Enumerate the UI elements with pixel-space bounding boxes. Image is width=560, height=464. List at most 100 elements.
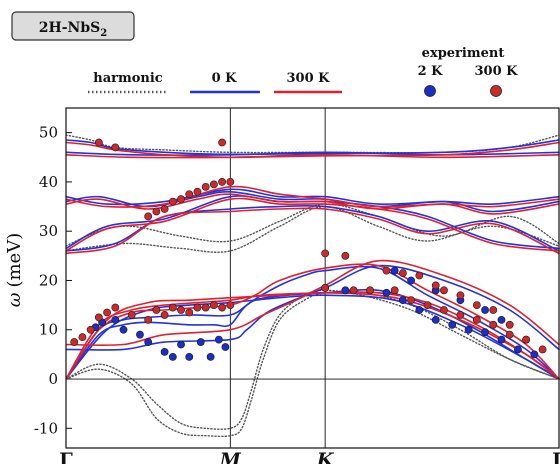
experiment-point-300k — [152, 306, 161, 314]
experiment-point-2k — [221, 343, 230, 351]
experiment-point-300k — [349, 286, 358, 295]
series-0-k — [66, 139, 560, 380]
experiment-point-2k — [530, 350, 539, 359]
experiment-point-300k — [209, 180, 218, 189]
experiment-point-2k — [196, 338, 205, 346]
high-symmetry-label: Γ — [552, 449, 560, 464]
experiment-point-300k — [415, 271, 424, 280]
experiment-point-300k — [321, 283, 330, 292]
y-tick-label: 40 — [39, 173, 58, 191]
experiment-point-2k — [160, 348, 169, 356]
dispersion-branch — [66, 259, 560, 347]
experiment-point-300k — [456, 311, 465, 319]
experiment-point-2k — [177, 340, 185, 349]
experiment-point-300k — [218, 303, 227, 312]
experiment-point-300k — [341, 251, 350, 260]
y-tick-label: 50 — [39, 124, 58, 142]
experiment-point-2k — [185, 352, 194, 361]
dispersion-branch — [66, 207, 560, 255]
y-tick-label: 30 — [39, 222, 58, 240]
experiment-point-2k — [144, 338, 153, 346]
experiment-point-2k — [206, 352, 215, 361]
experiment-point-300k — [168, 197, 177, 206]
y-ticks: -10 0 10 20 30 40 50 — [34, 124, 72, 437]
experiment-point-300k — [201, 182, 210, 191]
experiment-point-2k — [111, 315, 120, 324]
dispersion-branch — [66, 291, 560, 380]
dispersion-branch — [66, 141, 560, 159]
experiment-point-300k — [78, 333, 87, 342]
dispersion-branch — [66, 264, 560, 351]
legend-experiment-title: experiment — [422, 46, 505, 61]
experiment-point-2k — [168, 352, 177, 361]
experiment-point-300k — [440, 286, 448, 295]
experiment-point-300k — [160, 205, 169, 213]
experiment-point-300k — [489, 320, 498, 329]
experiment-point-300k — [398, 269, 407, 277]
experiment-point-2k — [464, 325, 473, 334]
dispersion-branch — [66, 185, 560, 208]
dispersion-branch — [66, 288, 560, 380]
dispersion-branch — [66, 197, 560, 252]
legend-label-300k: 300 K — [287, 71, 331, 86]
experiment-point-300k — [144, 212, 153, 221]
legend: harmonic 0 K 300 K experiment 2 K 300 K — [88, 46, 518, 97]
experiment-point-300k — [382, 266, 391, 275]
experiment-point-300k — [440, 306, 448, 314]
experiment-point-2k — [481, 328, 489, 337]
legend-label-0k: 0 K — [212, 71, 238, 86]
legend-label-exp-2k: 2 K — [418, 64, 444, 79]
experiment-point-300k — [152, 207, 161, 216]
dispersion-branch — [66, 153, 560, 159]
dispersion-branch — [66, 291, 560, 380]
experiment-point-300k — [423, 301, 432, 310]
material-badge: 2H-NbS2 — [11, 11, 135, 41]
experiment-point-300k — [321, 249, 330, 258]
experiment-point-300k — [209, 301, 218, 310]
high-symmetry-label: Γ — [59, 449, 73, 464]
experiment-point-300k — [456, 291, 465, 300]
dispersion-branch — [66, 203, 560, 247]
high-symmetry-label: K — [316, 449, 335, 464]
experiment-point-2k — [382, 288, 391, 297]
experiment-point-300k — [185, 190, 194, 199]
dispersion-branch — [66, 263, 560, 380]
legend-marker-exp-2k — [424, 85, 436, 97]
dispersion-branch — [66, 205, 560, 253]
experiment-point-300k — [489, 306, 498, 314]
experiment-point-2k — [341, 286, 350, 295]
experiment-point-300k — [218, 138, 227, 147]
experiment-point-300k — [168, 303, 177, 312]
experiment-point-300k — [144, 315, 153, 324]
legend-marker-exp-300k — [490, 85, 502, 97]
series-300-k — [66, 141, 560, 380]
y-tick-label: 0 — [48, 370, 58, 388]
experiment-point-300k — [538, 345, 547, 354]
experiment-points — [70, 138, 547, 361]
experiment-point-300k — [390, 286, 399, 295]
experiment-point-2k — [407, 276, 415, 285]
y-tick-label: 20 — [39, 271, 58, 289]
experiment-point-300k — [193, 303, 202, 312]
series-harmonic — [66, 134, 560, 438]
experiment-point-300k — [366, 286, 374, 295]
experiment-point-300k — [193, 187, 202, 196]
experiment-point-2k — [481, 306, 489, 314]
experiment-point-300k — [94, 313, 103, 322]
experiment-point-300k — [127, 311, 136, 319]
experiment-point-300k — [160, 311, 169, 319]
experiment-point-300k — [431, 281, 440, 290]
experiment-point-300k — [226, 178, 235, 186]
experiment-point-2k — [119, 325, 128, 334]
experiment-point-2k — [415, 306, 424, 314]
dispersion-branch — [66, 151, 560, 156]
dispersion-branch — [66, 289, 560, 430]
experiment-point-2k — [431, 315, 440, 324]
dispersion-branch — [66, 265, 560, 380]
experiment-point-300k — [103, 308, 111, 317]
dispersion-branch — [66, 290, 560, 438]
experiment-point-300k — [226, 301, 235, 310]
experiment-point-2k — [448, 320, 457, 329]
